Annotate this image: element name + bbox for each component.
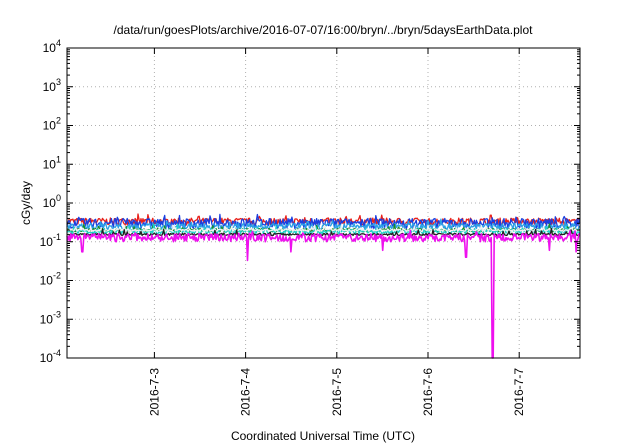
y-tick-label: 101 [43, 154, 61, 171]
y-tick-label: 100 [43, 193, 61, 210]
series-line [66, 218, 581, 231]
y-tick-label: 10-2 [40, 271, 61, 288]
x-axis-label: Coordinated Universal Time (UTC) [231, 429, 415, 443]
series-line [66, 224, 581, 233]
y-tick-label: 10-3 [40, 309, 61, 326]
grid [67, 48, 580, 358]
chart-title: /data/run/goesPlots/archive/2016-07-07/1… [114, 23, 534, 37]
y-tick-label: 10-1 [40, 232, 61, 249]
y-tick-label: 10-4 [40, 348, 61, 365]
x-tick-label: 2016-7-6 [421, 368, 435, 416]
y-axis-label: cGy/day [19, 181, 33, 225]
x-tick-label: 2016-7-4 [239, 368, 253, 416]
y-tick-label: 103 [43, 77, 61, 94]
y-tick-label: 104 [43, 38, 61, 55]
x-tick-label: 2016-7-7 [512, 368, 526, 416]
x-tick-label: 2016-7-3 [147, 368, 161, 416]
x-axis: 2016-7-3 2016-7-4 2016-7-5 2016-7-6 2016-7-7 [147, 48, 526, 416]
y-tick-label: 102 [43, 116, 61, 133]
series-line [66, 229, 581, 359]
series-group [66, 213, 581, 359]
y-axis: 10-4 10-3 10-2 10-1 100 101 102 103 104 [40, 38, 580, 365]
x-tick-label: 2016-7-5 [330, 368, 344, 416]
